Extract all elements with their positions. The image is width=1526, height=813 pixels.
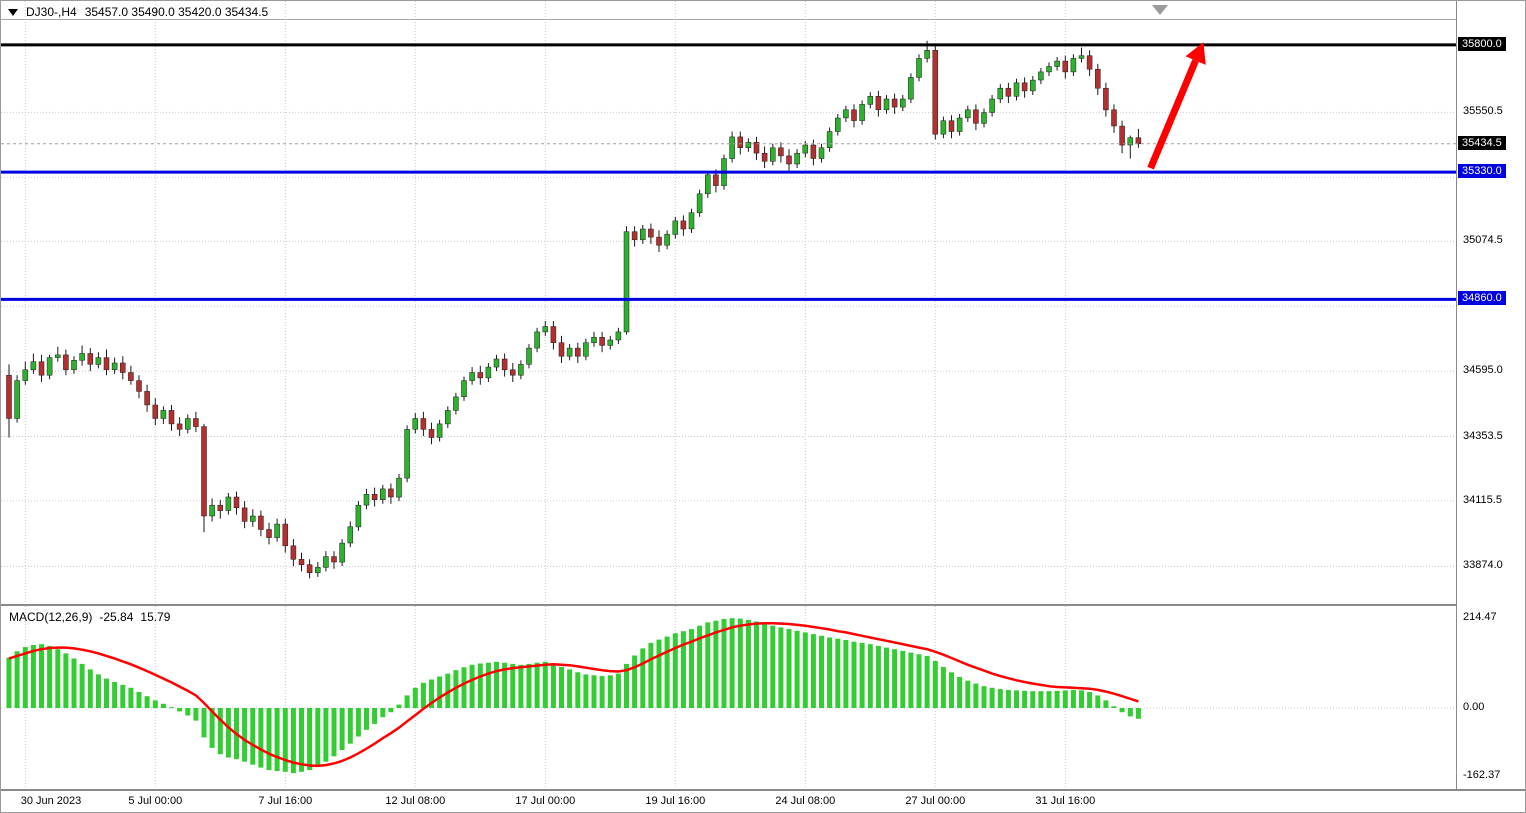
- candles: [6, 40, 1142, 579]
- price-axis-label: 34353.5: [1463, 429, 1503, 442]
- time-axis-label: 30 Jun 2023: [20, 795, 82, 807]
- main-chart-panel[interactable]: [1, 1, 1456, 604]
- chart-title: DJ30-,H4 35457.0 35490.0 35420.0 35434.5: [8, 5, 268, 19]
- chart-title-ohlc: 35457.0 35490.0 35420.0 35434.5: [84, 5, 269, 19]
- price-tag: 34860.0: [1458, 291, 1506, 306]
- macd-main-value: -25.84: [99, 610, 134, 624]
- price-axis-label: 33874.0: [1463, 559, 1503, 572]
- price-tag: 35800.0: [1458, 36, 1506, 51]
- macd-axis-label: 0.00: [1463, 701, 1485, 713]
- macd-panel[interactable]: [1, 606, 1456, 789]
- macd-axis-label: 214.47: [1463, 611, 1497, 623]
- panel-separator-top[interactable]: [1, 604, 1525, 606]
- time-axis-label: 7 Jul 16:00: [258, 795, 313, 807]
- panel-separator-bottom[interactable]: [1, 789, 1525, 791]
- macd-grid: [1, 606, 1456, 789]
- chart-top-border: [1, 19, 1525, 20]
- macd-indicator-label: MACD(12,26,9) -25.84 15.79: [9, 610, 170, 624]
- macd-svg: [1, 606, 1456, 789]
- time-axis-label: 24 Jul 08:00: [775, 795, 836, 807]
- chart-shift-marker-icon: [1152, 5, 1168, 15]
- time-axis-label: 17 Jul 00:00: [515, 795, 576, 807]
- price-axis[interactable]: 35550.5 35074.5 34595.0 34353.5 34115.5 33874…: [1456, 1, 1525, 789]
- arrow-annotation: [1147, 42, 1206, 170]
- macd-signal-line: [8, 621, 1139, 768]
- price-axis-label: 34115.5: [1463, 494, 1502, 506]
- time-axis-label: 5 Jul 00:00: [128, 795, 183, 807]
- time-axis-label: 19 Jul 16:00: [645, 795, 706, 807]
- price-axis-label: 35550.5: [1463, 105, 1503, 118]
- main-chart-svg: [1, 1, 1456, 604]
- main-grid: [1, 1, 1456, 604]
- price-axis-label: 34595.0: [1463, 364, 1503, 377]
- price-axis-label: 35074.5: [1463, 234, 1503, 247]
- chart-title-symbol: DJ30-,H4: [26, 5, 77, 19]
- macd-name: MACD(12,26,9): [9, 610, 93, 624]
- time-axis-label: 31 Jul 16:00: [1035, 795, 1096, 807]
- price-tag: 35330.0: [1458, 164, 1506, 179]
- time-axis[interactable]: 30 Jun 2023 5 Jul 00:00 7 Jul 16:00 12 Jul …: [1, 791, 1525, 812]
- macd-histogram: [6, 618, 1141, 774]
- price-tag: 35434.5: [1458, 135, 1506, 150]
- symbol-dropdown-icon: [8, 8, 18, 16]
- macd-signal-value: 15.79: [140, 610, 171, 624]
- macd-axis-label: -162.37: [1463, 769, 1501, 782]
- time-axis-label: 27 Jul 00:00: [905, 795, 966, 807]
- time-axis-label: 12 Jul 08:00: [385, 795, 446, 807]
